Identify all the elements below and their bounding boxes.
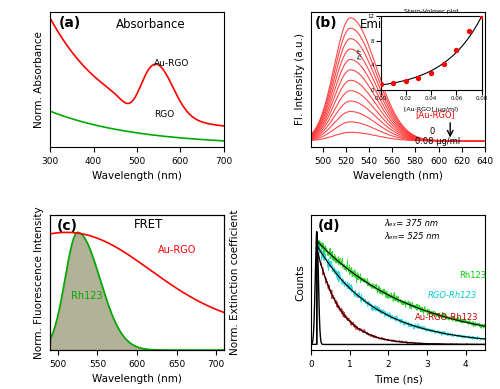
- Text: Rh123: Rh123: [71, 291, 102, 301]
- Text: FRET: FRET: [134, 218, 163, 231]
- Text: 0: 0: [430, 126, 434, 135]
- Text: 0.08 μg/ml: 0.08 μg/ml: [416, 137, 461, 146]
- Text: Absorbance: Absorbance: [116, 18, 186, 31]
- Text: Emission: Emission: [360, 18, 412, 31]
- Y-axis label: Counts: Counts: [296, 264, 306, 301]
- X-axis label: Wavelength (nm): Wavelength (nm): [353, 171, 443, 181]
- Text: (d): (d): [318, 219, 340, 233]
- Text: (b): (b): [314, 16, 337, 30]
- Text: Au-RGO-Rh123: Au-RGO-Rh123: [416, 313, 479, 322]
- Y-axis label: Norm. Extinction coefficient: Norm. Extinction coefficient: [230, 210, 239, 355]
- Text: RGO: RGO: [154, 110, 174, 119]
- Text: (a): (a): [58, 16, 81, 30]
- Text: Au-RGO: Au-RGO: [158, 245, 196, 255]
- X-axis label: Time (ns): Time (ns): [374, 374, 422, 384]
- Text: Au-RGO: Au-RGO: [154, 59, 190, 68]
- X-axis label: Wavelength (nm): Wavelength (nm): [92, 171, 182, 181]
- X-axis label: Wavelength (nm): Wavelength (nm): [92, 374, 182, 384]
- Y-axis label: Fl. Intensity (a.u.): Fl. Intensity (a.u.): [296, 33, 306, 125]
- Text: [Au-RGO]: [Au-RGO]: [416, 110, 455, 119]
- Text: λₑₘ= 525 nm: λₑₘ= 525 nm: [384, 232, 440, 241]
- Text: λₑₓ= 375 nm: λₑₓ= 375 nm: [384, 219, 438, 228]
- Text: RGO-Rh123: RGO-Rh123: [428, 291, 477, 300]
- Y-axis label: Norm. Absorbance: Norm. Absorbance: [34, 31, 44, 128]
- Text: Rh123: Rh123: [459, 271, 486, 280]
- Y-axis label: Norm. Fluorescence Intensity: Norm. Fluorescence Intensity: [34, 206, 44, 359]
- Text: (c): (c): [57, 219, 78, 233]
